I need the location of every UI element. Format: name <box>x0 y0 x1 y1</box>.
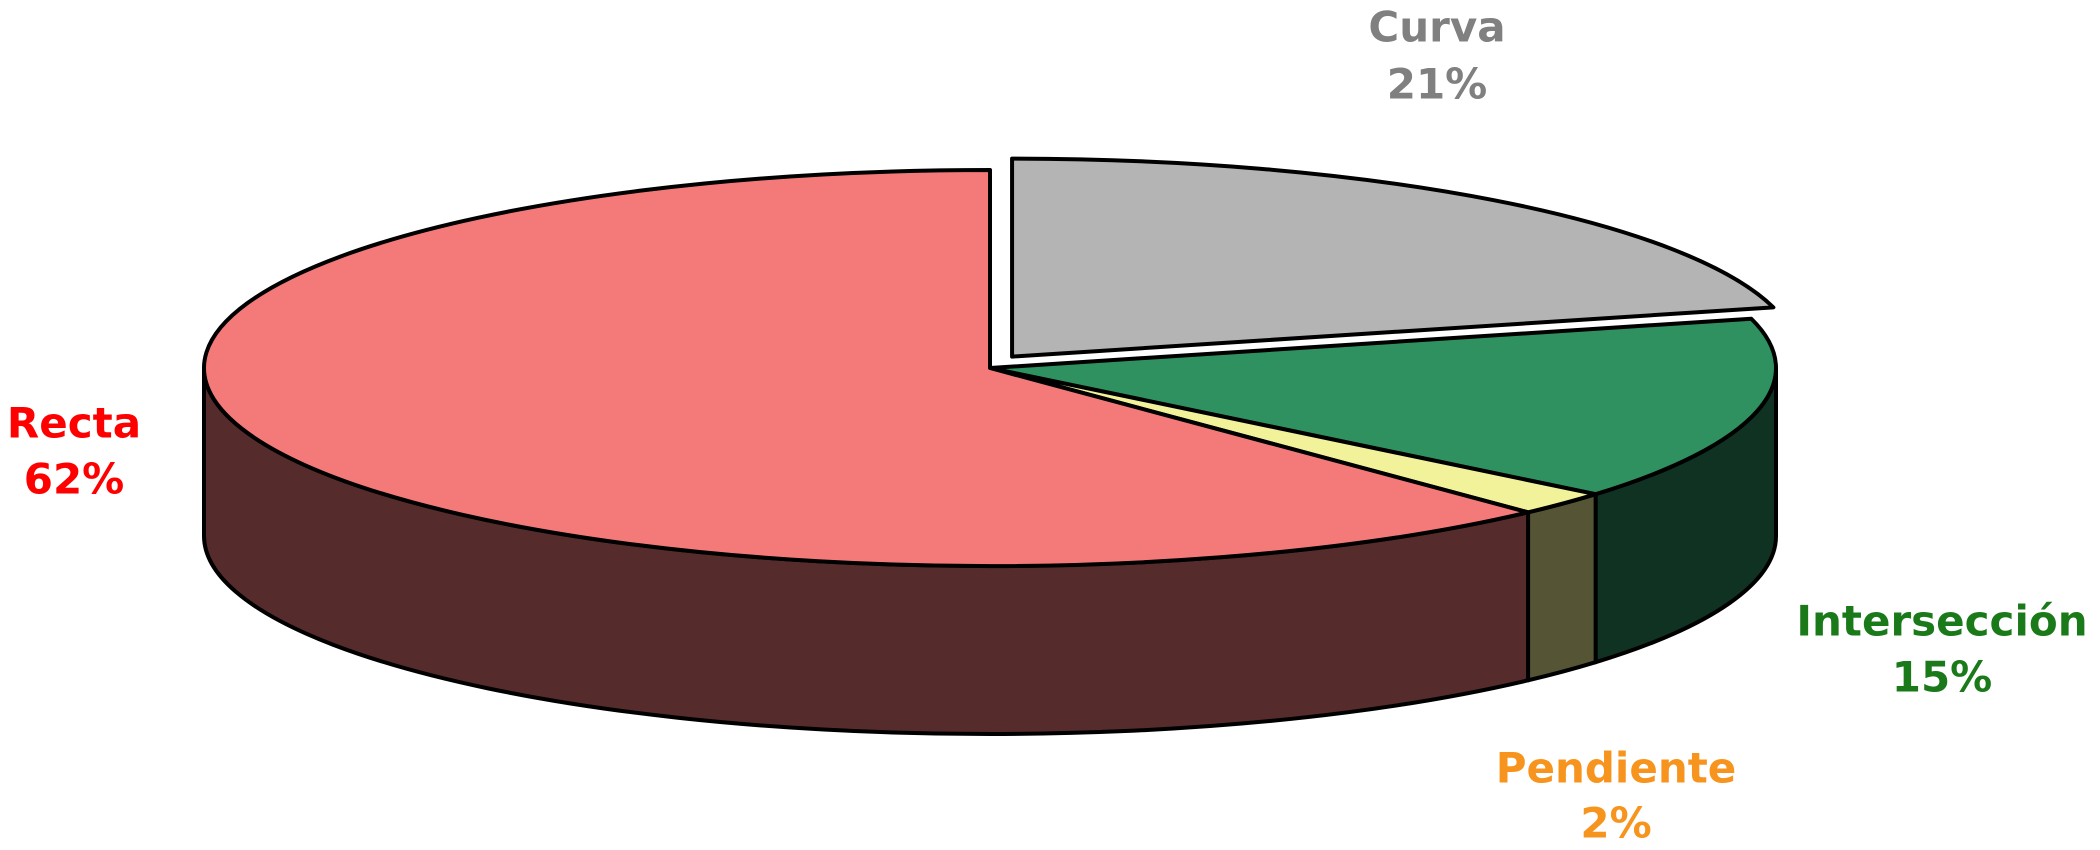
slice-value-label: 62% <box>24 455 125 504</box>
slice <box>988 316 1778 497</box>
slice <box>1010 156 1776 359</box>
slice <box>202 168 1531 568</box>
slice-label: Recta <box>7 399 141 448</box>
slice-value-label: 2% <box>1580 799 1651 848</box>
walls <box>202 366 1778 736</box>
slice-label: Intersección <box>1796 597 2087 646</box>
slice-value-label: 15% <box>1892 653 1993 702</box>
slice-value-label: 21% <box>1387 60 1488 109</box>
slice-label: Pendiente <box>1496 744 1737 793</box>
slice-label: Curva <box>1368 3 1505 52</box>
slice-side <box>1526 492 1598 683</box>
